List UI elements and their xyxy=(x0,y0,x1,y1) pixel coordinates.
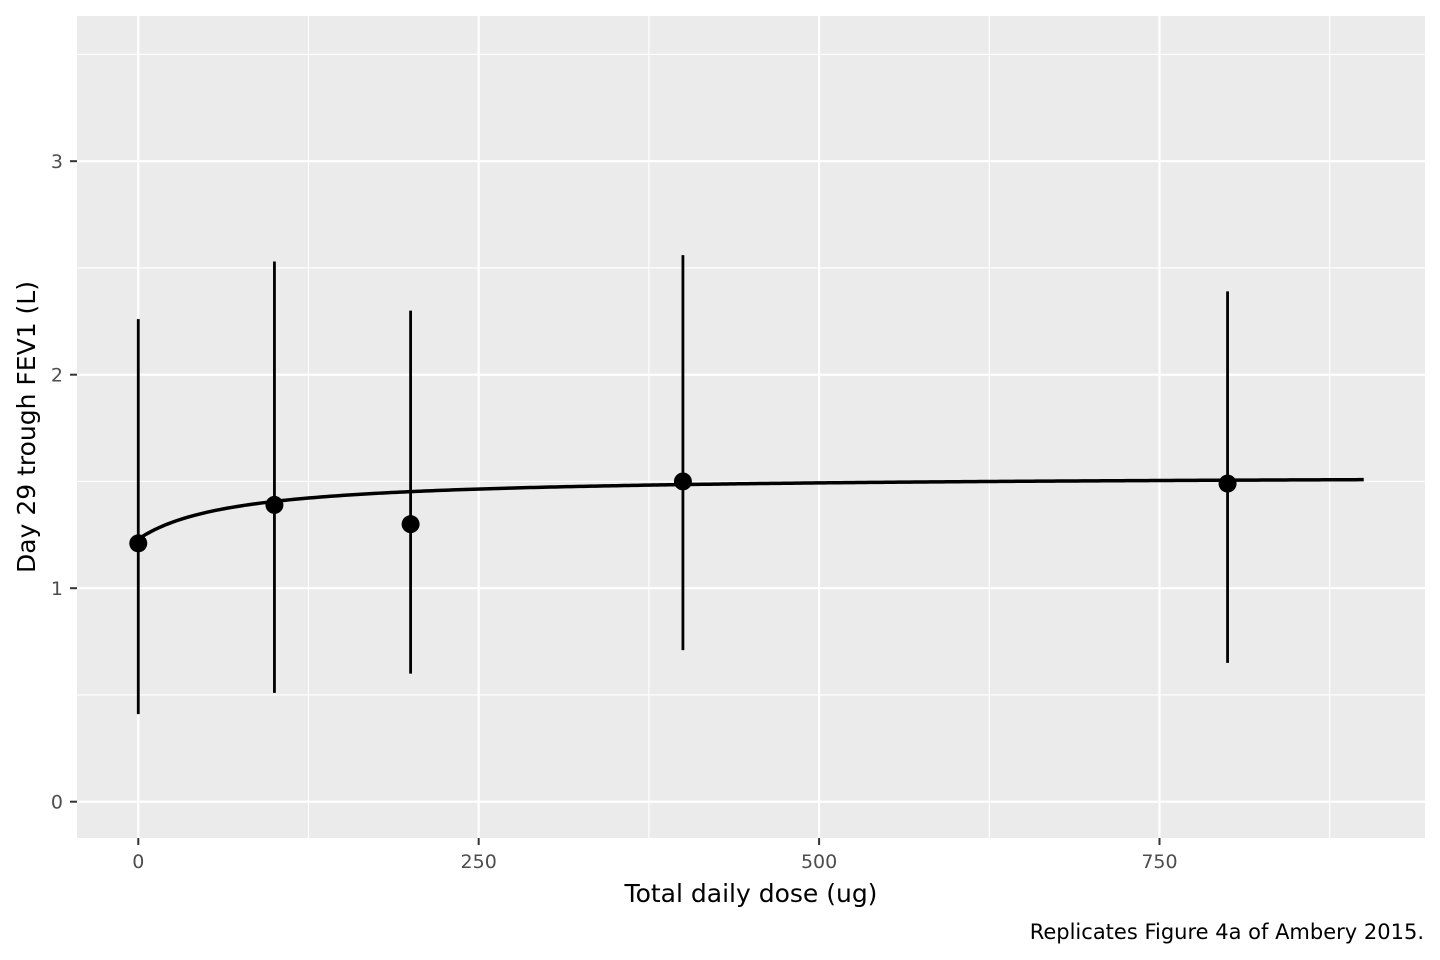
y-axis: 0 1 2 3 xyxy=(51,151,77,814)
x-tick-label: 500 xyxy=(801,851,837,873)
x-tick-label: 250 xyxy=(461,851,497,873)
plot-panel xyxy=(77,16,1425,838)
x-axis: 0 250 500 750 xyxy=(132,838,1178,873)
fit-curve xyxy=(137,477,1364,541)
minor-gridlines xyxy=(77,16,1425,838)
data-point xyxy=(1218,474,1237,493)
data-point xyxy=(129,534,148,553)
y-tick-label: 0 xyxy=(51,792,63,814)
data-point xyxy=(265,495,284,514)
chart-caption: Replicates Figure 4a of Ambery 2015. xyxy=(1030,920,1424,944)
y-tick-label: 3 xyxy=(51,151,63,173)
data-points xyxy=(129,472,1237,553)
data-point xyxy=(401,515,420,534)
y-tick-label: 1 xyxy=(51,578,63,600)
x-tick-label: 0 xyxy=(132,851,144,873)
major-gridlines xyxy=(77,16,1425,838)
y-tick-label: 2 xyxy=(51,365,63,387)
data-point xyxy=(673,472,692,491)
y-axis-title: Day 29 trough FEV1 (L) xyxy=(12,281,41,573)
x-axis-title: Total daily dose (ug) xyxy=(624,879,878,908)
x-tick-label: 750 xyxy=(1141,851,1177,873)
